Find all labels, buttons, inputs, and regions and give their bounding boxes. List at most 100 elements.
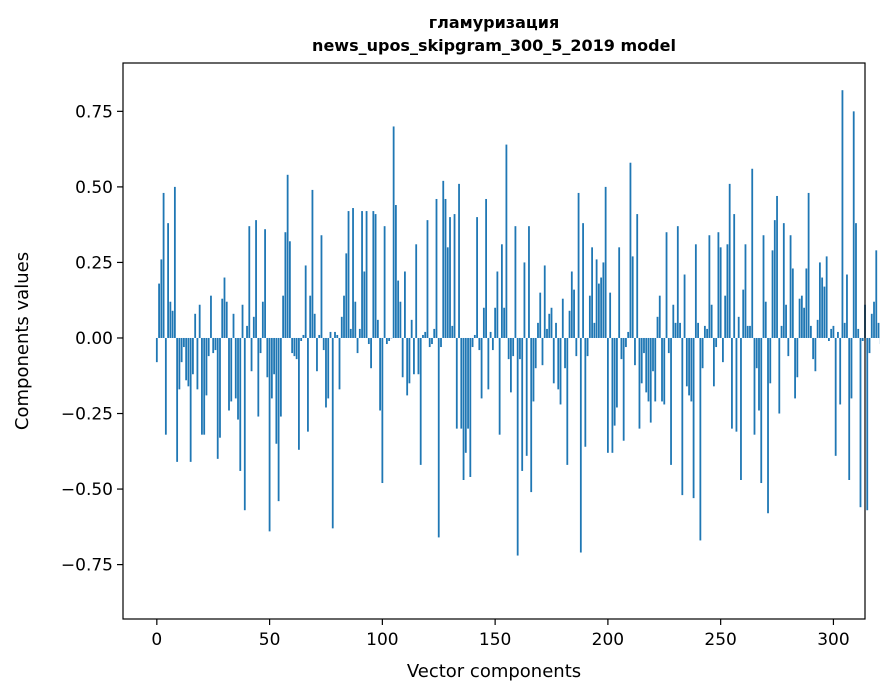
bar-25 bbox=[212, 337, 215, 354]
bar-237 bbox=[690, 337, 693, 402]
bar-109 bbox=[401, 337, 404, 378]
bar-289 bbox=[807, 192, 810, 338]
bar-21 bbox=[203, 337, 206, 435]
bar-214 bbox=[638, 337, 641, 429]
bar-252 bbox=[724, 295, 727, 338]
bar-317 bbox=[870, 313, 873, 338]
bar-176 bbox=[552, 337, 555, 384]
bar-126 bbox=[440, 337, 442, 348]
bar-202 bbox=[611, 337, 614, 453]
bar-291 bbox=[812, 337, 815, 360]
bar-156 bbox=[507, 337, 510, 360]
bar-302 bbox=[837, 331, 839, 338]
y-tick-label: 0.50 bbox=[75, 178, 113, 198]
bar-151 bbox=[496, 271, 499, 338]
bar-48 bbox=[264, 229, 266, 338]
bar-161 bbox=[519, 337, 521, 360]
bar-189 bbox=[582, 223, 584, 338]
y-tick-label: 0.00 bbox=[75, 329, 113, 349]
bar-42 bbox=[250, 337, 253, 372]
bar-194 bbox=[593, 322, 596, 338]
y-axis-ticks: −0.75 −0.50 −0.25 0.00 0.25 0.50 0.75 bbox=[61, 102, 123, 576]
bar-261 bbox=[744, 244, 747, 338]
bar-244 bbox=[706, 328, 709, 338]
bar-47 bbox=[261, 301, 264, 338]
bar-71 bbox=[316, 337, 318, 372]
x-axis-ticks: 0 50 100 150 200 250 300 bbox=[151, 619, 850, 650]
bar-210 bbox=[629, 162, 632, 338]
bar-56 bbox=[282, 295, 285, 338]
bar-299 bbox=[830, 328, 833, 338]
bar-240 bbox=[697, 322, 699, 338]
bar-246 bbox=[710, 304, 713, 338]
y-tick-label: 0.75 bbox=[75, 102, 113, 122]
bar-85 bbox=[347, 211, 350, 338]
bar-185 bbox=[573, 289, 575, 338]
bar-139 bbox=[469, 337, 472, 477]
bar-51 bbox=[270, 337, 273, 399]
x-axis-label: Vector components bbox=[407, 661, 581, 682]
bar-266 bbox=[755, 337, 758, 369]
bar-155 bbox=[505, 144, 508, 338]
bar-223 bbox=[658, 295, 661, 338]
bar-52 bbox=[273, 337, 275, 375]
bar-310 bbox=[855, 223, 857, 338]
bar-105 bbox=[392, 126, 395, 338]
bar-30 bbox=[223, 277, 226, 338]
x-tick-label: 250 bbox=[704, 630, 736, 650]
bar-17 bbox=[194, 313, 197, 338]
bar-122 bbox=[431, 337, 433, 345]
bar-100 bbox=[381, 337, 384, 484]
bar-43 bbox=[252, 316, 255, 338]
bar-164 bbox=[525, 337, 528, 456]
bar-205 bbox=[618, 247, 621, 338]
bar-175 bbox=[550, 307, 553, 338]
bar-40 bbox=[246, 325, 248, 338]
bar-112 bbox=[408, 337, 411, 384]
bar-149 bbox=[491, 337, 494, 351]
bar-113 bbox=[410, 319, 413, 338]
bar-273 bbox=[771, 250, 774, 338]
bar-103 bbox=[388, 337, 391, 341]
bar-274 bbox=[773, 220, 776, 338]
bar-196 bbox=[597, 283, 600, 338]
bar-165 bbox=[528, 226, 530, 338]
bar-70 bbox=[313, 313, 316, 338]
bar-190 bbox=[584, 337, 587, 447]
bar-80 bbox=[336, 334, 339, 338]
bar-182 bbox=[566, 337, 569, 465]
bar-138 bbox=[467, 337, 469, 429]
bar-171 bbox=[541, 337, 544, 366]
bar-309 bbox=[852, 111, 855, 338]
bar-263 bbox=[749, 325, 751, 338]
bar-14 bbox=[187, 337, 190, 387]
bar-19 bbox=[198, 304, 201, 338]
bar-79 bbox=[334, 331, 336, 338]
bar-146 bbox=[485, 198, 487, 338]
bar-198 bbox=[602, 262, 605, 338]
bar-34 bbox=[232, 313, 235, 338]
bar-46 bbox=[259, 337, 262, 354]
bar-181 bbox=[564, 337, 566, 369]
bar-233 bbox=[681, 337, 684, 496]
bar-60 bbox=[291, 337, 294, 354]
bar-264 bbox=[751, 168, 754, 338]
bar-137 bbox=[464, 337, 467, 453]
bar-59 bbox=[288, 241, 291, 338]
bar-11 bbox=[180, 337, 183, 363]
bar-251 bbox=[722, 337, 724, 363]
bar-221 bbox=[654, 337, 657, 402]
bar-271 bbox=[767, 337, 769, 514]
bar-153 bbox=[500, 244, 503, 338]
bar-259 bbox=[740, 337, 742, 480]
bar-276 bbox=[778, 337, 781, 414]
bar-23 bbox=[207, 337, 210, 357]
bar-245 bbox=[708, 235, 711, 338]
bar-253 bbox=[726, 244, 729, 338]
bar-29 bbox=[221, 298, 224, 338]
bar-58 bbox=[286, 174, 289, 338]
bar-163 bbox=[523, 262, 526, 338]
bar-91 bbox=[361, 211, 363, 338]
bar-111 bbox=[406, 337, 409, 396]
bar-8 bbox=[173, 186, 176, 338]
